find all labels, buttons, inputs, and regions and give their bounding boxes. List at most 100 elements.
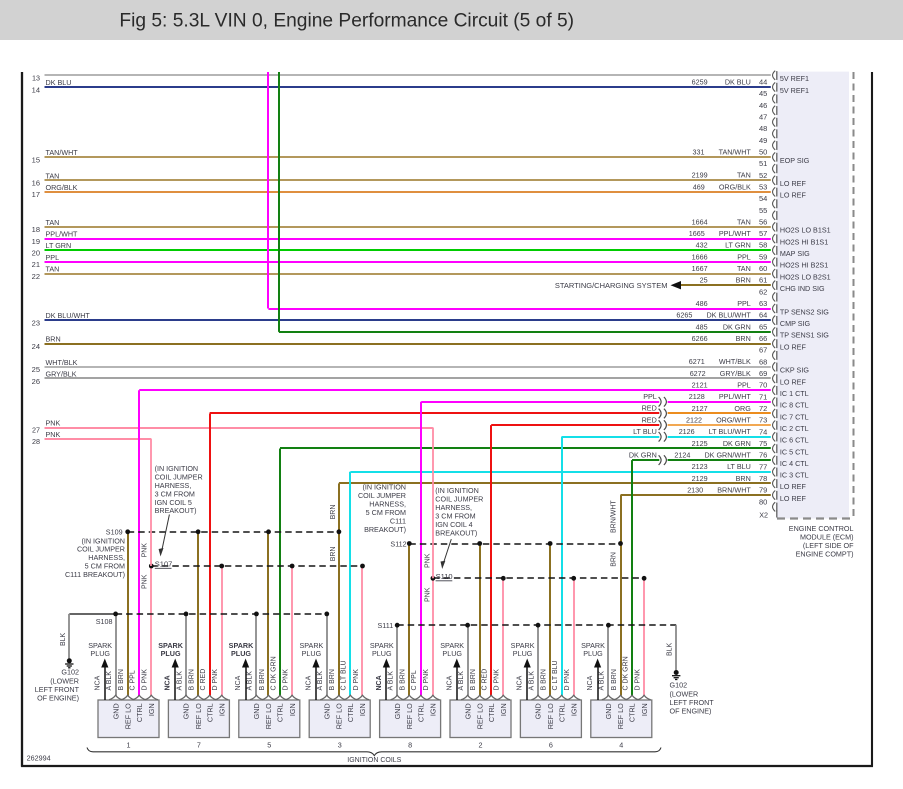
svg-text:74: 74 (759, 427, 767, 436)
svg-text:REF LO: REF LO (123, 703, 132, 729)
svg-text:COIL JUMPER: COIL JUMPER (155, 473, 203, 482)
svg-text:58: 58 (759, 241, 767, 250)
svg-text:53: 53 (759, 182, 767, 191)
svg-text:STARTING/CHARGING SYSTEM: STARTING/CHARGING SYSTEM (555, 281, 668, 290)
svg-text:G102: G102 (61, 668, 79, 677)
svg-text:DK BLU/WHT: DK BLU/WHT (46, 311, 91, 320)
svg-text:HARNESS,: HARNESS, (155, 481, 192, 490)
svg-text:X2: X2 (759, 511, 768, 520)
svg-text:LO REF: LO REF (780, 482, 807, 491)
svg-text:25: 25 (700, 276, 708, 285)
svg-text:3 CM FROM: 3 CM FROM (435, 512, 475, 521)
svg-text:PNK: PNK (46, 430, 61, 439)
svg-text:DK GRN/WHT: DK GRN/WHT (704, 451, 751, 460)
svg-text:IGN: IGN (288, 703, 297, 716)
svg-text:6272: 6272 (690, 369, 706, 378)
svg-text:PNK: PNK (424, 553, 431, 568)
svg-text:NCA: NCA (446, 675, 453, 690)
svg-text:24: 24 (32, 342, 40, 351)
svg-text:NCA: NCA (235, 675, 242, 690)
svg-text:LO REF: LO REF (780, 191, 807, 200)
svg-text:54: 54 (759, 194, 767, 203)
svg-text:GND: GND (323, 703, 332, 719)
svg-text:IC 5 CTL: IC 5 CTL (780, 447, 809, 456)
svg-text:PPL/WHT: PPL/WHT (719, 392, 752, 401)
svg-text:17: 17 (32, 190, 40, 199)
svg-text:PLUG: PLUG (372, 649, 392, 658)
svg-text:REF LO: REF LO (546, 703, 555, 729)
svg-text:CTRL: CTRL (557, 703, 566, 722)
svg-text:1666: 1666 (692, 252, 708, 261)
svg-text:GND: GND (182, 703, 191, 719)
svg-text:69: 69 (759, 369, 767, 378)
svg-text:432: 432 (696, 241, 708, 250)
svg-text:CTRL: CTRL (135, 703, 144, 722)
svg-text:TP SENS2 SIG: TP SENS2 SIG (780, 307, 829, 316)
svg-text:A BLK: A BLK (317, 671, 324, 691)
svg-text:HARNESS,: HARNESS, (369, 500, 406, 509)
svg-text:18: 18 (32, 225, 40, 234)
svg-text:SPARK: SPARK (581, 641, 605, 650)
svg-text:19: 19 (32, 237, 40, 246)
svg-text:CTRL: CTRL (417, 703, 426, 722)
svg-text:GND: GND (252, 703, 261, 719)
svg-text:(IN IGNITION: (IN IGNITION (362, 483, 406, 492)
svg-text:REF LO: REF LO (616, 703, 625, 729)
svg-text:66: 66 (759, 334, 767, 343)
svg-text:21: 21 (32, 260, 40, 269)
svg-text:2199: 2199 (692, 171, 708, 180)
svg-text:67: 67 (759, 346, 767, 355)
svg-text:6: 6 (549, 741, 553, 750)
svg-text:GND: GND (534, 703, 543, 719)
svg-text:2127: 2127 (692, 404, 708, 413)
svg-text:CTRL: CTRL (276, 703, 285, 722)
svg-text:B BRN: B BRN (188, 669, 195, 690)
svg-text:NCA: NCA (165, 675, 172, 690)
svg-text:PLUG: PLUG (231, 649, 251, 658)
svg-text:469: 469 (693, 182, 705, 191)
svg-text:COIL JUMPER: COIL JUMPER (77, 545, 125, 554)
svg-text:HARNESS,: HARNESS, (88, 553, 125, 562)
svg-text:LT BLU: LT BLU (633, 427, 657, 436)
svg-text:7: 7 (197, 741, 201, 750)
svg-text:SPARK: SPARK (158, 641, 183, 650)
svg-text:REF LO: REF LO (335, 703, 344, 729)
svg-text:LT GRN: LT GRN (46, 241, 72, 250)
svg-text:COIL JUMPER: COIL JUMPER (435, 495, 483, 504)
svg-text:IC 4 CTL: IC 4 CTL (780, 459, 809, 468)
svg-text:B BRN: B BRN (259, 669, 266, 690)
svg-text:HO2S HI B1S1: HO2S HI B1S1 (780, 237, 828, 246)
svg-text:IGN: IGN (569, 703, 578, 716)
svg-text:BRN: BRN (736, 334, 751, 343)
svg-text:LO REF: LO REF (780, 342, 807, 351)
svg-text:LO REF: LO REF (780, 179, 807, 188)
svg-text:OF ENGINE): OF ENGINE) (37, 694, 79, 703)
svg-text:CTRL: CTRL (205, 703, 214, 722)
svg-text:26: 26 (32, 377, 40, 386)
svg-text:2121: 2121 (692, 381, 708, 390)
svg-text:A BLK: A BLK (106, 671, 113, 691)
svg-text:B BRN: B BRN (540, 669, 547, 690)
svg-text:DK GRN: DK GRN (723, 322, 751, 331)
svg-text:D PNK: D PNK (212, 669, 219, 691)
svg-text:C DK GRN: C DK GRN (622, 656, 629, 690)
svg-text:28: 28 (32, 437, 40, 446)
svg-text:NCA: NCA (376, 675, 383, 690)
svg-text:1665: 1665 (689, 229, 705, 238)
svg-text:D PNK: D PNK (634, 669, 641, 691)
svg-text:GND: GND (463, 703, 472, 719)
svg-text:63: 63 (759, 299, 767, 308)
svg-text:ORG/WHT: ORG/WHT (716, 416, 751, 425)
svg-text:PNK: PNK (142, 574, 149, 589)
svg-text:2125: 2125 (692, 439, 708, 448)
svg-text:BRN/WHT: BRN/WHT (610, 500, 617, 533)
svg-text:A BLK: A BLK (176, 671, 183, 691)
svg-text:MODULE (ECM): MODULE (ECM) (800, 532, 854, 541)
svg-text:C RED: C RED (200, 669, 207, 691)
svg-text:C LT BLU: C LT BLU (552, 660, 559, 690)
svg-text:BLK: BLK (667, 642, 674, 656)
svg-text:1664: 1664 (692, 217, 708, 226)
svg-text:TP SENS1 SIG: TP SENS1 SIG (780, 331, 829, 340)
svg-text:76: 76 (759, 451, 767, 460)
svg-text:IGNITION COILS: IGNITION COILS (347, 757, 401, 764)
